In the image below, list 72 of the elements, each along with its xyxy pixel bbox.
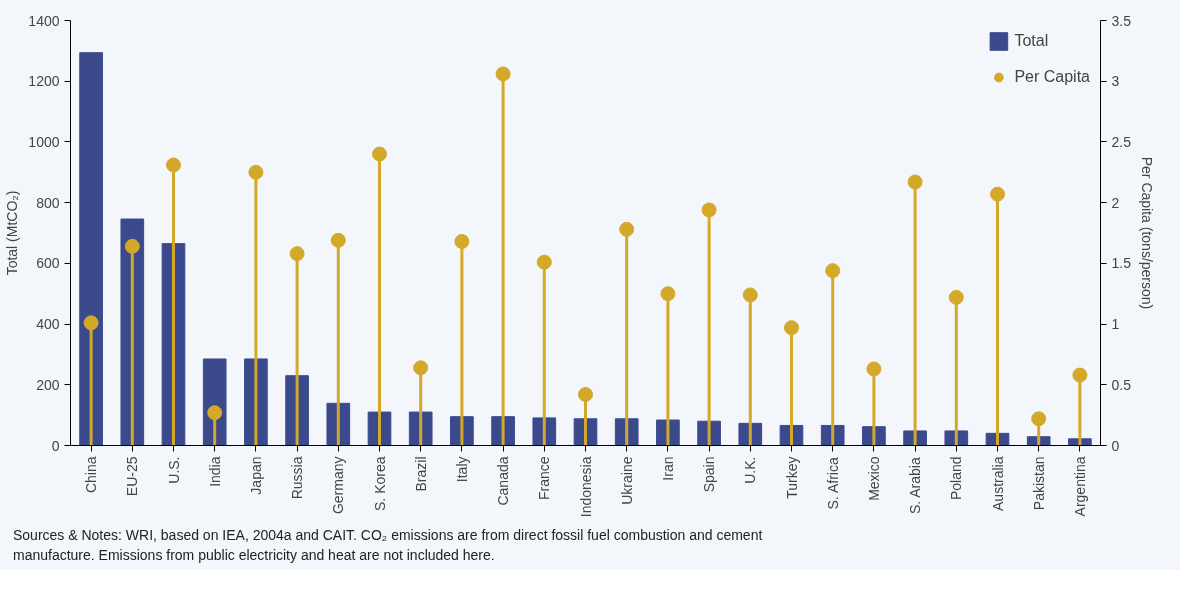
x-tick-label: Argentina <box>1071 456 1088 517</box>
point <box>330 232 346 248</box>
y2-tick-label: 2.5 <box>1111 133 1132 150</box>
x-tick-label: Iran <box>659 456 676 481</box>
point <box>990 186 1005 202</box>
point <box>784 320 799 336</box>
point <box>948 289 964 305</box>
point <box>619 221 635 237</box>
y2-tick-label: 2 <box>1111 194 1120 211</box>
point <box>701 202 717 218</box>
x-tick-label: Turkey <box>783 456 800 499</box>
point <box>124 238 140 254</box>
y-tick-label: 0 <box>51 437 60 454</box>
point <box>413 360 429 376</box>
x-tick-label: Brazil <box>412 456 429 492</box>
y2-tick-label: 1 <box>1111 316 1120 333</box>
source-note: Sources & Notes: WRI, based on IEA, 2004a and CAIT. CO₂ emissions are from direct fossil fuel combustion and cement manufacture. Emissions from public electricity and heat are not included here. <box>13 526 764 565</box>
x-tick-label: Germany <box>330 456 347 515</box>
point <box>1031 411 1047 427</box>
point <box>660 286 676 302</box>
point <box>907 174 923 190</box>
point <box>495 66 511 82</box>
x-tick-label: EU-25 <box>124 456 141 497</box>
x-tick-label: Japan <box>247 456 264 495</box>
bar <box>79 52 103 446</box>
x-tick-label: Pakistan <box>1030 456 1047 511</box>
point <box>289 246 305 262</box>
y2-tick-label: 1.5 <box>1111 255 1132 272</box>
point <box>825 263 841 279</box>
y-tick-label: 200 <box>36 376 60 393</box>
legend-label: Total <box>1014 32 1049 50</box>
x-tick-label: France <box>536 456 553 501</box>
x-tick-label: Indonesia <box>577 456 594 518</box>
x-tick-label: Australia <box>989 456 1006 511</box>
x-tick-label: Ukraine <box>618 456 635 505</box>
x-tick-label: Italy <box>453 456 470 483</box>
x-tick-label: Poland <box>948 456 965 501</box>
point <box>83 315 99 331</box>
point <box>866 361 882 377</box>
point <box>166 157 181 173</box>
y2-tick-label: 0 <box>1111 437 1120 454</box>
point <box>372 146 387 162</box>
y2-tick-label: 0.5 <box>1111 376 1132 393</box>
y2-tick-label: 3 <box>1111 73 1120 90</box>
y-tick-label: 1000 <box>28 133 60 150</box>
x-tick-label: China <box>83 456 100 494</box>
point <box>1072 367 1088 383</box>
x-tick-label: Spain <box>701 456 718 493</box>
x-tick-label: U.S. <box>165 456 182 484</box>
y-tick-label: 600 <box>36 255 60 272</box>
x-tick-label: Canada <box>495 456 512 506</box>
point <box>248 164 264 180</box>
x-tick-label: S. Korea <box>371 456 388 511</box>
y2-tick-label: 3.5 <box>1111 12 1132 29</box>
y-tick-label: 400 <box>36 316 60 333</box>
point <box>742 287 758 303</box>
x-tick-label: Mexico <box>865 456 882 501</box>
point <box>578 387 593 402</box>
y-axis-title: Total (MtCO₂) <box>4 190 21 276</box>
point <box>454 234 470 249</box>
x-tick-label: S. Arabia <box>907 457 924 515</box>
legend-label: Per Capita <box>1014 68 1090 86</box>
y-tick-label: 800 <box>36 194 60 211</box>
y2-axis-title: Per Capita (tons/person) <box>1138 156 1155 310</box>
y-tick-label: 1200 <box>28 73 60 90</box>
point <box>207 405 223 421</box>
x-tick-label: S. Africa <box>824 457 841 510</box>
x-tick-label: India <box>206 456 223 487</box>
y-tick-label: 1400 <box>28 12 60 29</box>
x-tick-label: U.K. <box>742 456 759 484</box>
x-tick-label: Russia <box>289 456 306 500</box>
point <box>536 254 552 270</box>
